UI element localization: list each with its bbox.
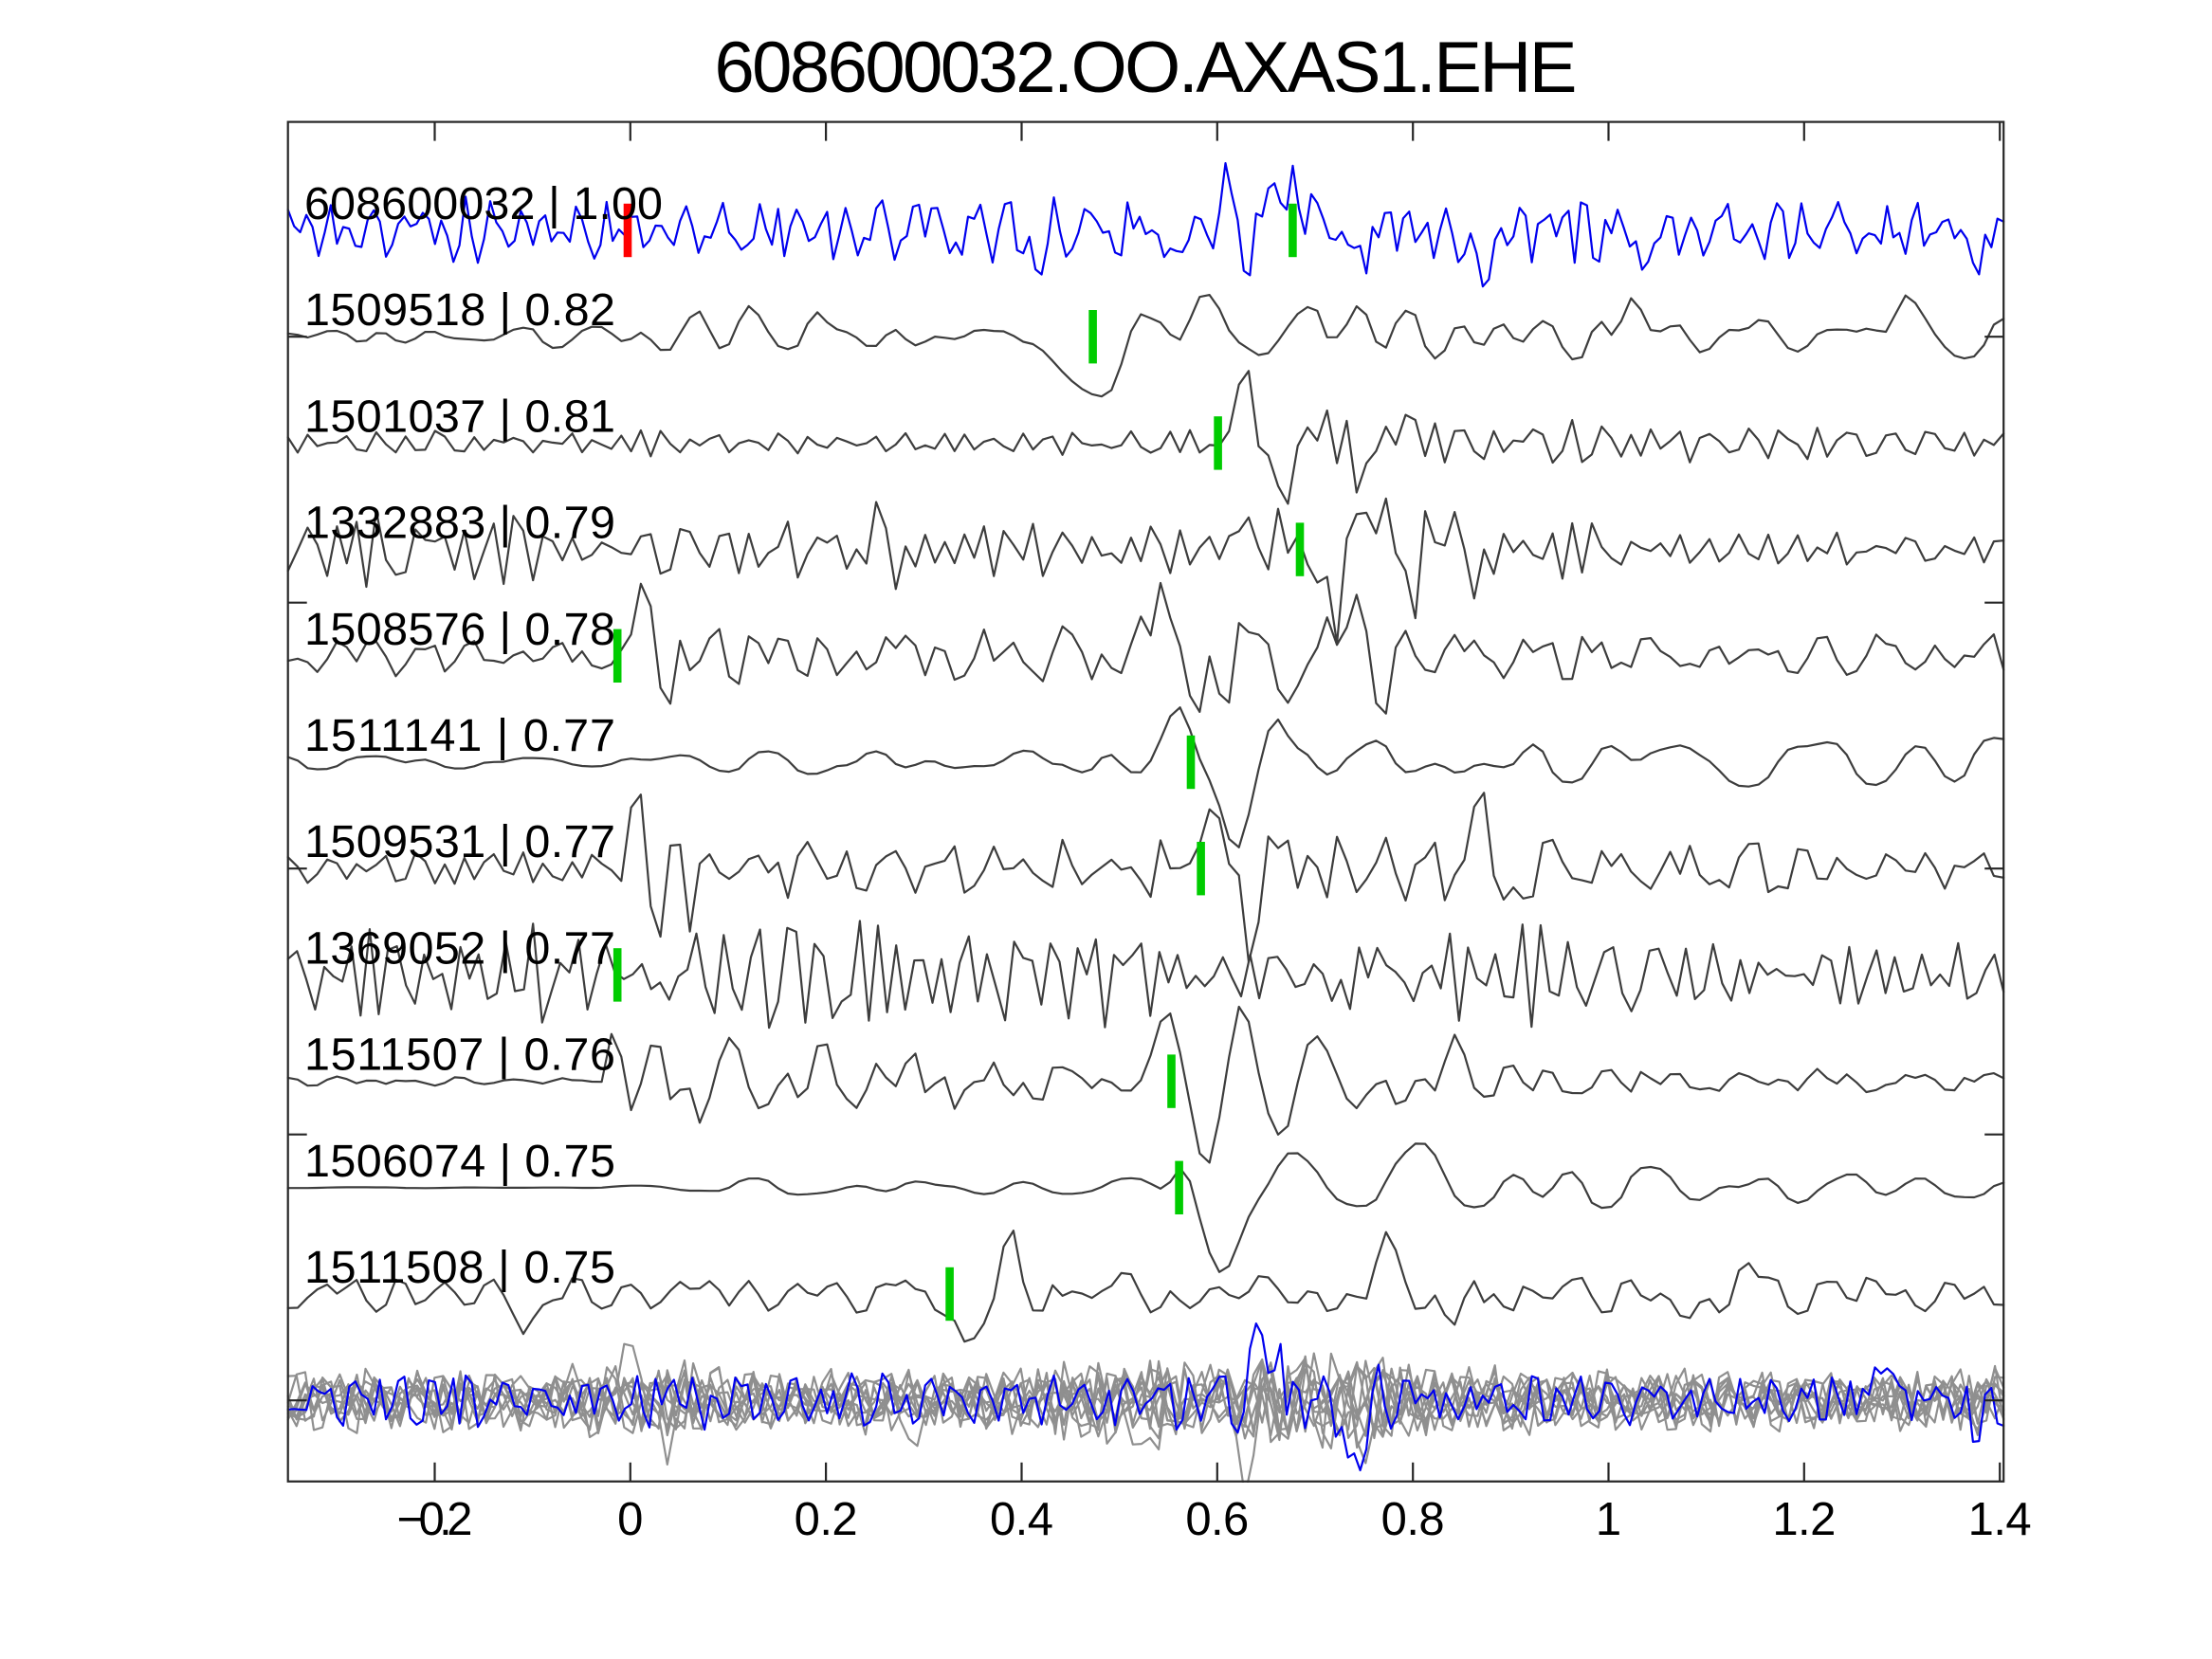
svg-text:1508576 | 0.78: 1508576 | 0.78 (304, 604, 615, 655)
svg-text:0.8: 0.8 (1381, 1494, 1445, 1545)
svg-text:1501037 | 0.81: 1501037 | 0.81 (304, 391, 615, 442)
svg-text:1506074 | 0.75: 1506074 | 0.75 (304, 1136, 615, 1187)
svg-text:1511507 | 0.76: 1511507 | 0.76 (304, 1030, 615, 1081)
svg-text:1511508 | 0.75: 1511508 | 0.75 (304, 1242, 615, 1293)
svg-text:1.4: 1.4 (1968, 1494, 2032, 1545)
svg-text:0.4: 0.4 (990, 1494, 1053, 1545)
svg-text:1: 1 (1596, 1494, 1621, 1545)
svg-text:1511141 | 0.77: 1511141 | 0.77 (304, 710, 615, 761)
svg-text:1369052 | 0.77: 1369052 | 0.77 (304, 922, 615, 974)
svg-text:0: 0 (617, 1494, 643, 1545)
svg-text:608600032.OO.AXAS1.EHE: 608600032.OO.AXAS1.EHE (714, 27, 1577, 108)
svg-text:−0.2: −0.2 (396, 1494, 472, 1545)
svg-text:1.2: 1.2 (1772, 1494, 1836, 1545)
svg-text:1332883 | 0.79: 1332883 | 0.79 (304, 498, 615, 549)
svg-text:0.2: 0.2 (795, 1494, 858, 1545)
svg-text:0.6: 0.6 (1185, 1494, 1249, 1545)
svg-text:1509518 | 0.82: 1509518 | 0.82 (304, 284, 615, 336)
svg-text:1509531 | 0.77: 1509531 | 0.77 (304, 816, 615, 867)
svg-text:608600032 | 1.00: 608600032 | 1.00 (304, 178, 663, 229)
